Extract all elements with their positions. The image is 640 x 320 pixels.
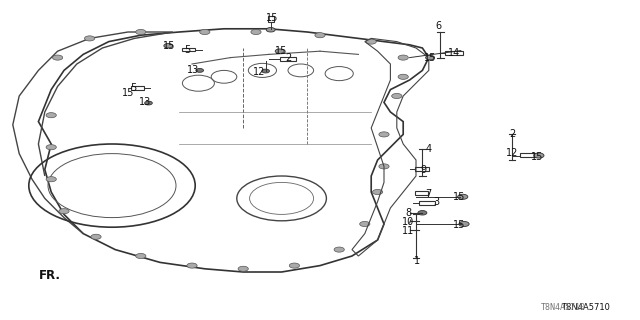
Text: 15: 15 [275,46,288,56]
Circle shape [46,113,56,118]
Circle shape [426,55,435,60]
Bar [520,153,536,157]
Circle shape [46,145,56,150]
Circle shape [196,68,204,72]
Circle shape [59,209,69,214]
Bar [131,86,144,90]
Circle shape [398,74,408,79]
Circle shape [164,44,173,48]
Bar [182,48,195,51]
Circle shape [366,39,376,44]
Text: 15: 15 [424,52,436,63]
Text: 8: 8 [405,208,412,218]
Circle shape [46,177,56,182]
Text: 13: 13 [138,97,151,108]
Circle shape [136,253,146,259]
Circle shape [534,153,544,158]
Text: 11: 11 [402,226,415,236]
Circle shape [91,234,101,239]
Text: 15: 15 [122,88,134,98]
Text: 15: 15 [163,41,176,52]
Circle shape [52,55,63,60]
Bar [445,51,463,55]
Bar [419,201,435,205]
Text: T8N4A5710: T8N4A5710 [561,303,610,312]
Bar [268,16,274,22]
Circle shape [289,263,300,268]
Circle shape [459,221,469,227]
Circle shape [84,36,95,41]
Text: 12: 12 [253,67,266,77]
Text: 13: 13 [187,65,200,76]
Text: T8N4A5710: T8N4A5710 [541,303,586,312]
Text: 2: 2 [285,52,291,63]
Text: 9: 9 [420,165,427,175]
Text: 14: 14 [448,48,461,58]
Text: 15: 15 [453,220,466,230]
Circle shape [315,33,325,38]
Circle shape [200,29,210,35]
Circle shape [238,266,248,271]
Text: 7: 7 [426,188,432,199]
Text: 1: 1 [414,256,420,266]
Text: 15: 15 [266,12,278,23]
Text: 15: 15 [453,192,466,202]
Circle shape [372,189,383,195]
Text: 10: 10 [402,217,415,228]
Circle shape [392,93,402,99]
Text: 2: 2 [509,129,515,140]
Circle shape [145,101,152,105]
Circle shape [187,263,197,268]
Circle shape [379,164,389,169]
Circle shape [275,49,284,53]
Circle shape [251,29,261,35]
Circle shape [334,247,344,252]
Text: 3: 3 [433,196,440,207]
Text: 15: 15 [531,152,544,163]
Text: 5: 5 [130,83,136,93]
Circle shape [136,29,146,35]
Bar [415,191,428,195]
Text: FR.: FR. [38,268,60,282]
Bar [415,167,429,171]
Circle shape [398,55,408,60]
Bar [280,57,296,61]
Circle shape [360,221,370,227]
Text: 6: 6 [435,20,442,31]
Text: 4: 4 [426,144,432,154]
Circle shape [458,194,468,199]
Circle shape [262,69,269,73]
Circle shape [418,211,427,215]
Text: 5: 5 [184,44,190,55]
Circle shape [266,28,275,32]
Text: 12: 12 [506,148,518,158]
Circle shape [379,132,389,137]
